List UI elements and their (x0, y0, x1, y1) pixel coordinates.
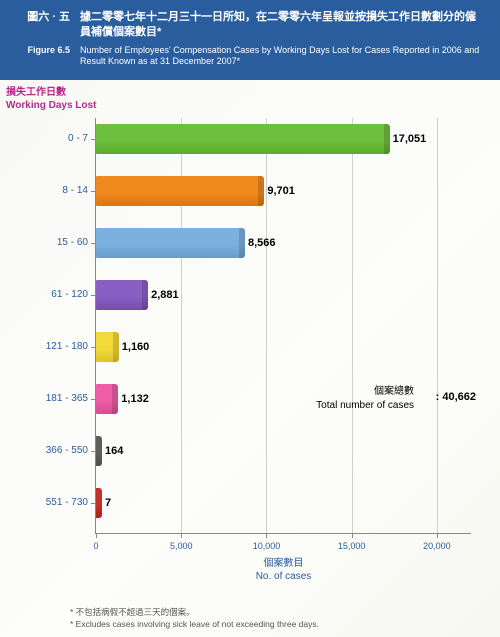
figure-title-cn: 據二零零七年十二月三十一日所知，在二零零六年呈報並按損失工作日數劃分的僱員補償個… (80, 10, 486, 41)
bar-row: 366 - 550164 (96, 436, 471, 466)
x-tick-label: 15,000 (338, 533, 366, 551)
category-label: 0 - 7 (68, 124, 96, 154)
bar (96, 176, 261, 206)
figure-number-en: Figure 6.5 (14, 45, 70, 68)
x-axis-title-cn: 個案數目 (264, 558, 304, 569)
bar-row: 8 - 149,701 (96, 176, 471, 206)
x-tick-label: 0 (93, 533, 98, 551)
bar (96, 332, 116, 362)
y-axis-title-en: Working Days Lost (6, 100, 96, 111)
bar-row: 0 - 717,051 (96, 124, 471, 154)
value-label: 164 (99, 436, 123, 466)
category-label: 366 - 550 (46, 436, 96, 466)
category-label: 61 - 120 (51, 280, 96, 310)
value-label: 1,160 (116, 332, 150, 362)
category-label: 15 - 60 (57, 228, 96, 258)
y-axis-title: 損失工作日數 Working Days Lost (6, 86, 96, 112)
figure-header: 圖六 · 五 據二零零七年十二月三十一日所知，在二零零六年呈報並按損失工作日數劃… (0, 0, 500, 80)
x-tick-label: 10,000 (253, 533, 281, 551)
value-label: 17,051 (387, 124, 427, 154)
x-axis-title-en: No. of cases (256, 571, 312, 582)
y-axis-title-cn: 損失工作日數 (6, 87, 66, 98)
chart-area: 損失工作日數 Working Days Lost 個案數目 No. of cas… (0, 80, 500, 585)
bar (96, 124, 387, 154)
bar-row: 15 - 608,566 (96, 228, 471, 258)
total-label-en: Total number of cases (316, 400, 414, 411)
footnote-en: * Excludes cases involving sick leave of… (70, 619, 319, 631)
bar (96, 228, 242, 258)
bar-row: 121 - 1801,160 (96, 332, 471, 362)
bar (96, 384, 115, 414)
value-label: 1,132 (115, 384, 149, 414)
total-label-cn: 個案總數 (374, 386, 414, 397)
bar-row: 61 - 1202,881 (96, 280, 471, 310)
total-value: : 40,662 (436, 391, 476, 403)
footnote-cn: * 不包括病假不超過三天的個案。 (70, 607, 319, 619)
value-label: 9,701 (261, 176, 295, 206)
value-label: 2,881 (145, 280, 179, 310)
x-tick-label: 20,000 (423, 533, 451, 551)
total-label: 個案總數 Total number of cases (316, 385, 414, 413)
figure-page: 圖六 · 五 據二零零七年十二月三十一日所知，在二零零六年呈報並按損失工作日數劃… (0, 0, 500, 637)
footnotes: * 不包括病假不超過三天的個案。 * Excludes cases involv… (70, 607, 319, 631)
category-label: 121 - 180 (46, 332, 96, 362)
x-tick-label: 5,000 (170, 533, 193, 551)
figure-title-en: Number of Employees' Compensation Cases … (80, 45, 486, 68)
bar-row: 551 - 7307 (96, 488, 471, 518)
category-label: 181 - 365 (46, 384, 96, 414)
category-label: 551 - 730 (46, 488, 96, 518)
bar-row: 181 - 3651,132 (96, 384, 471, 414)
category-label: 8 - 14 (62, 176, 96, 206)
figure-number-cn: 圖六 · 五 (14, 10, 70, 41)
value-label: 8,566 (242, 228, 276, 258)
value-label: 7 (99, 488, 111, 518)
plot-region: 個案數目 No. of cases 05,00010,00015,00020,0… (95, 118, 471, 534)
bar (96, 280, 145, 310)
